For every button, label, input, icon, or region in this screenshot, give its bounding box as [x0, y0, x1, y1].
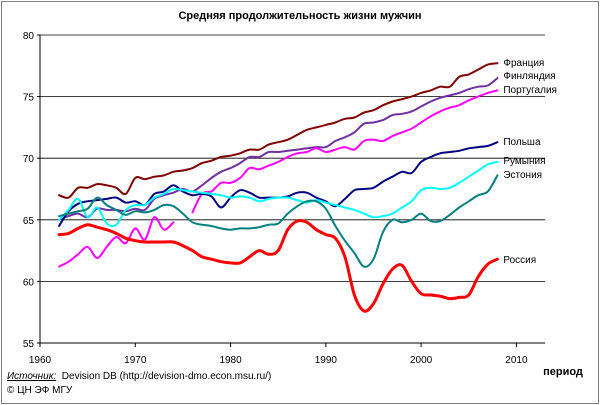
series-label-6: Эстония — [503, 170, 542, 181]
x-tick-label-1970: 1970 — [124, 355, 147, 366]
series-label-7: Россия — [503, 255, 536, 266]
y-tick-label-60: 60 — [23, 277, 35, 288]
y-tick-label-70: 70 — [23, 154, 35, 165]
series-line-7 — [57, 218, 499, 313]
source-text: Devision DB (http://devision-dmo.econ.ms… — [61, 371, 272, 382]
series-line-5 — [58, 160, 499, 228]
series-label-5: Румыния — [503, 156, 545, 167]
y-tick-label-80: 80 — [23, 31, 35, 42]
series-label-3: Португалия — [503, 85, 557, 96]
series-line-3-part-2 — [191, 89, 499, 214]
source-note: Источник: Devision DB (http://devision-d… — [7, 370, 271, 398]
x-tick-label-1960: 1960 — [29, 355, 52, 366]
series-line-3-part-1 — [58, 216, 175, 268]
series-line-6 — [58, 174, 499, 268]
x-tick-label-1980: 1980 — [219, 355, 242, 366]
x-tick-label-2000: 2000 — [410, 355, 433, 366]
y-tick-label-65: 65 — [23, 216, 35, 227]
series-line-4 — [58, 141, 499, 227]
series-line-1 — [58, 62, 499, 199]
x-tick-label-1990: 1990 — [315, 355, 338, 366]
source-label: Источник: — [7, 371, 57, 382]
y-tick-label-55: 55 — [23, 339, 35, 350]
chart-title: Средняя продолжительность жизни мужчин — [178, 10, 421, 22]
copyright: © ЦН ЭФ МГУ — [7, 385, 73, 396]
series-line-2 — [58, 77, 499, 221]
x-axis-label: период — [543, 366, 583, 378]
x-tick-label-2010: 2010 — [505, 355, 528, 366]
series-label-4: Польша — [503, 137, 541, 148]
series-label-1: Франция — [503, 58, 544, 69]
y-tick-label-75: 75 — [23, 93, 35, 104]
series-label-2: Финляндия — [503, 71, 555, 82]
